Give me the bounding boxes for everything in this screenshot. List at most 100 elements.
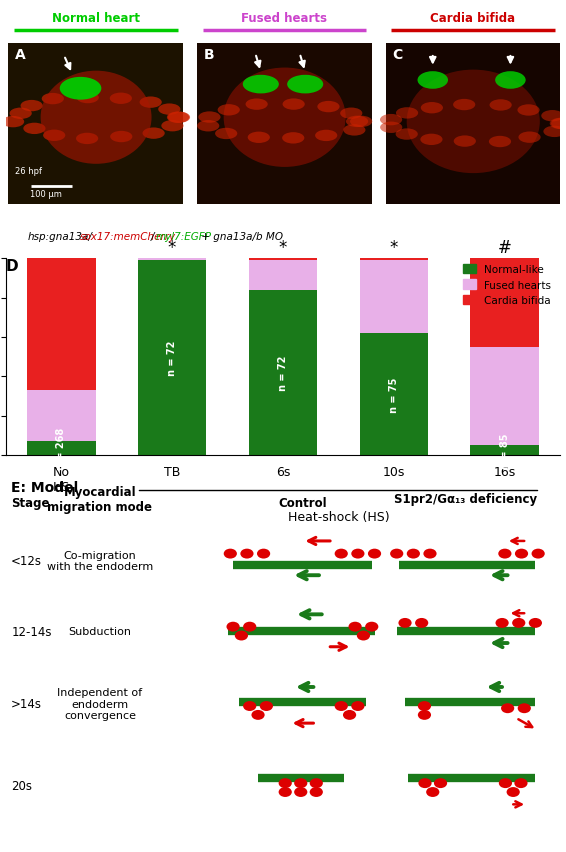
- Bar: [248, 291, 318, 456]
- Ellipse shape: [415, 619, 428, 628]
- Ellipse shape: [251, 710, 265, 720]
- FancyBboxPatch shape: [8, 43, 183, 205]
- Ellipse shape: [357, 630, 370, 641]
- Ellipse shape: [42, 131, 64, 142]
- Text: Normal heart: Normal heart: [52, 13, 140, 26]
- Ellipse shape: [351, 701, 365, 711]
- FancyBboxPatch shape: [385, 43, 560, 205]
- Ellipse shape: [335, 549, 348, 559]
- Ellipse shape: [294, 787, 307, 797]
- Ellipse shape: [218, 128, 241, 140]
- Bar: [138, 262, 207, 456]
- Ellipse shape: [391, 130, 413, 141]
- Ellipse shape: [315, 130, 337, 142]
- Bar: [138, 259, 207, 262]
- Text: <12s: <12s: [11, 554, 42, 567]
- Text: Cardia bifida: Cardia bifida: [430, 13, 516, 26]
- Ellipse shape: [335, 701, 348, 711]
- Ellipse shape: [163, 112, 185, 124]
- Text: E: Model: E: Model: [11, 481, 79, 495]
- Ellipse shape: [19, 124, 41, 135]
- Text: n = 268: n = 268: [56, 428, 66, 469]
- Ellipse shape: [537, 112, 559, 123]
- Ellipse shape: [418, 135, 440, 147]
- Text: >14s: >14s: [11, 698, 42, 711]
- Ellipse shape: [310, 787, 323, 797]
- Text: D: D: [6, 259, 18, 274]
- Ellipse shape: [495, 72, 526, 89]
- Ellipse shape: [549, 118, 566, 130]
- Ellipse shape: [165, 112, 187, 124]
- Ellipse shape: [395, 108, 417, 119]
- Ellipse shape: [495, 619, 509, 628]
- Ellipse shape: [518, 704, 531, 713]
- Ellipse shape: [137, 98, 159, 110]
- Text: Control: Control: [278, 497, 327, 509]
- Ellipse shape: [76, 91, 98, 102]
- Ellipse shape: [310, 778, 323, 788]
- Text: hsp:gna13a/: hsp:gna13a/: [28, 233, 93, 242]
- Text: 12-14s: 12-14s: [11, 625, 52, 638]
- Ellipse shape: [215, 105, 237, 116]
- Text: Heat-shock (HS): Heat-shock (HS): [288, 510, 389, 524]
- Ellipse shape: [418, 778, 432, 788]
- Ellipse shape: [351, 549, 365, 559]
- Text: n = 85: n = 85: [500, 433, 510, 469]
- Text: /: /: [151, 233, 154, 242]
- Ellipse shape: [110, 132, 132, 143]
- Bar: [470, 348, 539, 446]
- Ellipse shape: [246, 134, 268, 145]
- Ellipse shape: [226, 622, 239, 632]
- Text: 100 μm: 100 μm: [29, 190, 61, 199]
- Text: C: C: [392, 48, 402, 62]
- Ellipse shape: [368, 549, 381, 559]
- Ellipse shape: [512, 619, 525, 628]
- Ellipse shape: [343, 710, 356, 720]
- Ellipse shape: [235, 630, 248, 641]
- Ellipse shape: [294, 778, 307, 788]
- FancyBboxPatch shape: [197, 43, 372, 205]
- Legend: Normal-like, Fused hearts, Cardia bifida: Normal-like, Fused hearts, Cardia bifida: [459, 261, 555, 310]
- Bar: [359, 262, 428, 334]
- Ellipse shape: [381, 115, 403, 126]
- Ellipse shape: [518, 105, 541, 117]
- Text: Subduction: Subduction: [68, 626, 131, 636]
- Ellipse shape: [77, 132, 99, 143]
- Ellipse shape: [546, 118, 566, 130]
- Ellipse shape: [488, 136, 510, 147]
- Text: n = 75: n = 75: [389, 377, 399, 412]
- Ellipse shape: [390, 549, 404, 559]
- Ellipse shape: [196, 112, 218, 124]
- Text: sox17:memCherry: sox17:memCherry: [80, 233, 176, 242]
- Ellipse shape: [2, 108, 25, 119]
- Ellipse shape: [10, 117, 32, 128]
- Ellipse shape: [501, 704, 514, 713]
- Ellipse shape: [243, 76, 279, 95]
- Ellipse shape: [418, 72, 448, 89]
- Ellipse shape: [342, 108, 364, 119]
- Ellipse shape: [514, 778, 528, 788]
- Ellipse shape: [521, 133, 543, 144]
- Ellipse shape: [380, 123, 402, 134]
- Ellipse shape: [499, 778, 512, 788]
- Text: Stage: Stage: [11, 497, 50, 509]
- Text: B: B: [204, 48, 215, 62]
- Ellipse shape: [257, 549, 270, 559]
- Text: Co-migration
with the endoderm: Co-migration with the endoderm: [47, 550, 153, 572]
- Ellipse shape: [243, 622, 256, 632]
- Ellipse shape: [109, 94, 131, 106]
- Ellipse shape: [349, 622, 362, 632]
- Bar: [248, 259, 318, 262]
- Ellipse shape: [426, 787, 439, 797]
- Text: S1pr2/Gα₁₃ deficiency: S1pr2/Gα₁₃ deficiency: [395, 492, 538, 506]
- Ellipse shape: [139, 128, 161, 139]
- Text: n = 72: n = 72: [278, 355, 288, 391]
- Ellipse shape: [418, 701, 431, 711]
- Ellipse shape: [44, 95, 66, 106]
- Ellipse shape: [342, 125, 364, 136]
- Bar: [248, 262, 318, 291]
- Ellipse shape: [243, 701, 256, 711]
- Ellipse shape: [15, 100, 37, 111]
- Ellipse shape: [515, 549, 528, 559]
- Text: 20s: 20s: [11, 780, 32, 792]
